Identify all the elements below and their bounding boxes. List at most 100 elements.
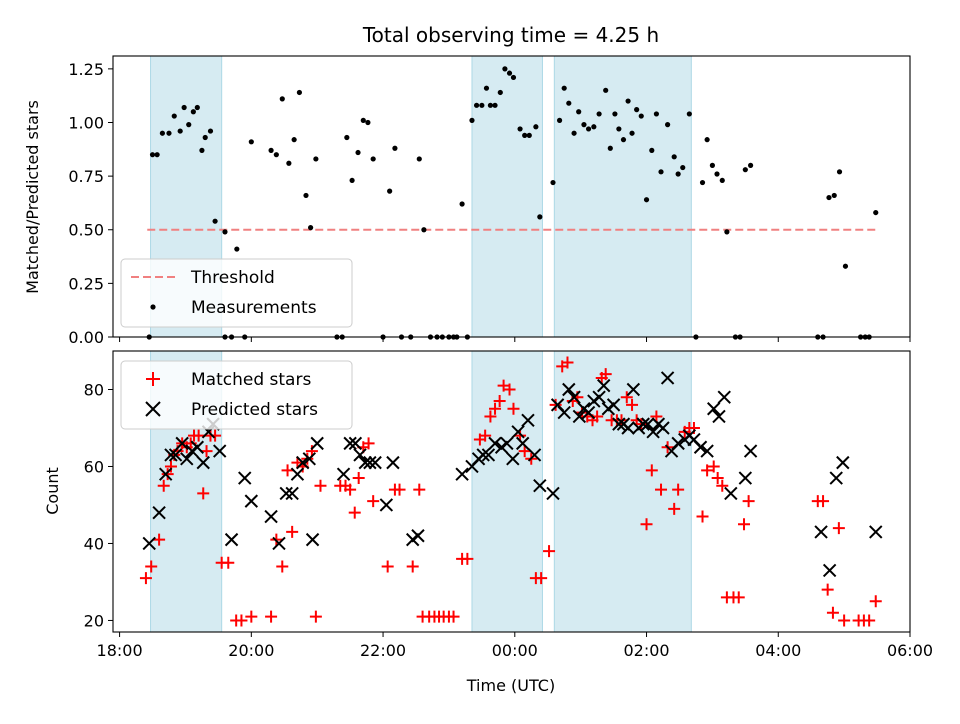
- measurement-point: [370, 156, 376, 162]
- predicted-star-point: [168, 448, 183, 462]
- predicted-star-point: [164, 448, 178, 462]
- measurement-point: [506, 70, 513, 76]
- measurement-point: [190, 109, 196, 115]
- matched-star-point: [276, 560, 289, 573]
- predicted-star-point: [305, 532, 320, 547]
- matched-star-point: [367, 495, 380, 508]
- predicted-star-point: [411, 529, 425, 543]
- predicted-star-point: [557, 405, 571, 420]
- measurement-point: [149, 152, 156, 158]
- y-tick-label: 1.25: [68, 60, 104, 79]
- measurement-point: [194, 104, 200, 111]
- measurement-point: [387, 188, 393, 194]
- measurement-point: [186, 122, 192, 128]
- predicted-star-point: [158, 467, 173, 481]
- measurement-point: [416, 156, 422, 162]
- matched-star-point: [599, 368, 612, 381]
- measurement-point: [222, 229, 228, 235]
- x-tick-label: 20:00: [228, 641, 274, 660]
- matched-star-point: [139, 572, 152, 585]
- matched-star-point: [309, 610, 322, 623]
- matched-star-point: [161, 468, 174, 481]
- measurement-point: [724, 229, 730, 235]
- measurement-point: [714, 171, 720, 177]
- predicted-star-point: [814, 525, 828, 539]
- predicted-legend-swatch: [145, 401, 161, 417]
- predicted-star-point: [707, 402, 721, 416]
- measurement-point: [638, 113, 644, 119]
- predicted-star-point: [606, 398, 621, 412]
- matched-star-point: [461, 552, 474, 565]
- measurement-point: [620, 137, 627, 143]
- predicted-star-point: [386, 455, 400, 470]
- measurement-point: [273, 152, 279, 158]
- matched-legend-label: Matched stars: [191, 370, 311, 390]
- matched-star-point: [696, 510, 709, 523]
- predicted-star-point: [224, 532, 239, 547]
- shaded-interval: [553, 55, 692, 338]
- matched-star-point: [650, 410, 663, 423]
- matched-star-point: [543, 545, 556, 558]
- matched-star-point: [821, 583, 834, 596]
- measurement-point: [492, 102, 498, 108]
- predicted-star-point: [212, 444, 227, 458]
- predicted-star-point: [476, 448, 490, 462]
- measurement-point: [649, 147, 655, 153]
- measurement-point: [502, 66, 508, 72]
- matched-star-point: [145, 560, 158, 573]
- predicted-star-point: [641, 417, 655, 431]
- bottom-legend: Matched stars Predicted stars: [120, 360, 353, 430]
- measurement-point: [719, 177, 725, 184]
- measurement-point: [596, 111, 602, 117]
- predicted-star-point: [196, 455, 210, 470]
- predicted-star-point: [626, 382, 641, 397]
- matched-star-point: [344, 483, 357, 496]
- measurement-point: [473, 102, 480, 108]
- predicted-star-point: [358, 455, 372, 470]
- matched-star-point: [503, 383, 516, 396]
- measurements-legend-swatch: [150, 304, 156, 310]
- measurement-point: [831, 192, 837, 199]
- measurement-point: [248, 139, 254, 145]
- bottom-axes: 18:00 20:00 22:00 00:00 02:00 04:00 06:00 20 40…: [43, 350, 933, 695]
- predicted-star-point: [175, 436, 189, 451]
- measurement-point: [365, 119, 371, 126]
- matched-star-point: [742, 495, 755, 508]
- x-axis-label: Time (UTC): [466, 676, 555, 695]
- measurement-point: [517, 126, 523, 132]
- predicted-star-point: [592, 390, 606, 404]
- predicted-star-point: [660, 371, 675, 385]
- measurement-point: [699, 179, 706, 186]
- matched-star-point: [561, 356, 574, 369]
- measurement-point: [349, 177, 355, 184]
- predicted-star-point: [310, 436, 324, 451]
- matched-star-point: [640, 518, 653, 531]
- matched-star-point: [489, 402, 502, 415]
- matched-star-point: [157, 479, 170, 492]
- matched-star-point: [707, 460, 720, 473]
- matched-star-point: [507, 402, 520, 415]
- matched-star-point: [413, 483, 426, 496]
- matched-star-point: [493, 395, 506, 408]
- predicted-star-point: [712, 409, 726, 424]
- predicted-star-point: [353, 448, 367, 462]
- top-axes-frame: [112, 55, 911, 338]
- predicted-star-point: [546, 486, 560, 501]
- matched-star-point: [711, 472, 724, 485]
- predicted-star-point: [285, 486, 299, 501]
- top-x-ticks: [119, 337, 911, 342]
- matched-star-point: [281, 464, 294, 477]
- predicted-star-point: [238, 471, 252, 485]
- predicted-star-point: [636, 417, 650, 431]
- bottom-series-layer: [139, 356, 883, 627]
- measurement-point: [181, 104, 187, 111]
- predicted-star-point: [646, 425, 660, 439]
- predicted-star-point: [700, 444, 714, 458]
- measurement-point: [591, 124, 597, 130]
- predicted-star-point: [264, 509, 278, 524]
- matched-star-point: [265, 610, 278, 623]
- measurement-point: [159, 130, 166, 136]
- matched-star-point: [817, 495, 830, 508]
- predicted-star-point: [836, 455, 850, 470]
